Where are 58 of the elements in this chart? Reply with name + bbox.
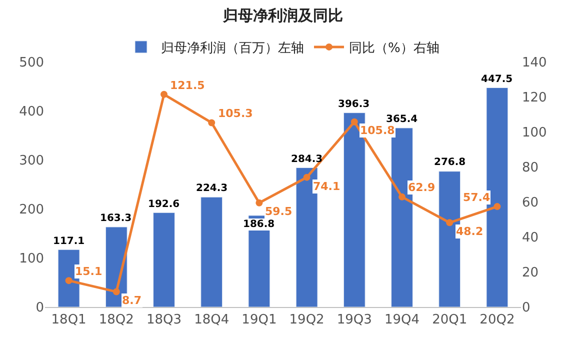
y2-tick-label: 140 (522, 56, 547, 71)
bar (200, 196, 223, 307)
x-tick-label: 19Q3 (336, 312, 372, 328)
data-label: 105.3 (218, 107, 253, 120)
y2-tick-label: 80 (522, 160, 539, 176)
data-label: 8.7 (122, 294, 142, 307)
y2-tick-label: 0 (522, 300, 530, 316)
point (398, 193, 406, 200)
data-label: 365.4 (386, 114, 418, 125)
data-label: 15.1 (75, 265, 102, 278)
y-tick-label: 100 (19, 252, 44, 267)
bar (153, 212, 175, 307)
y2-tick-label: 40 (522, 230, 539, 246)
y2-tick-label: 120 (522, 90, 547, 106)
y2-tick-label: 60 (522, 196, 539, 211)
point (112, 288, 120, 296)
point (65, 277, 72, 284)
data-label: 62.9 (408, 181, 436, 194)
data-label: 59.5 (265, 205, 292, 218)
x-tick-label: 19Q4 (384, 312, 420, 328)
data-label: 57.4 (463, 191, 490, 204)
data-label: 74.1 (313, 180, 340, 193)
y2-tick-label: 100 (522, 126, 547, 141)
point (303, 174, 310, 181)
y-tick-label: 400 (19, 104, 44, 120)
data-label: 105.8 (360, 124, 395, 137)
point (160, 90, 168, 98)
legend-label: 归母净利润（百万）左轴 (161, 41, 304, 56)
data-label: 48.2 (456, 225, 484, 238)
y-tick-label: 300 (19, 154, 44, 169)
data-label: 447.5 (481, 74, 513, 85)
x-tick-label: 20Q1 (432, 312, 468, 328)
point (494, 203, 501, 210)
x-tick-label: 18Q1 (51, 312, 86, 328)
data-label: 117.1 (53, 236, 85, 247)
data-label: 396.3 (338, 99, 370, 110)
y-tick-label: 500 (19, 56, 44, 71)
point (256, 199, 263, 206)
data-label: 224.3 (196, 183, 228, 194)
y-tick-label: 200 (19, 202, 44, 218)
data-label: 192.6 (148, 199, 180, 210)
data-label: 121.5 (170, 79, 205, 92)
legend-label: 同比（%）右轴 (349, 41, 440, 56)
point (446, 219, 454, 226)
x-tick-label: 18Q3 (146, 312, 182, 328)
y2-tick-label: 20 (522, 266, 539, 281)
data-label: 163.3 (100, 213, 132, 224)
data-label: 186.8 (243, 219, 275, 230)
x-tick-label: 18Q4 (194, 312, 230, 328)
x-tick-label: 19Q1 (242, 312, 277, 328)
data-label: 276.8 (434, 157, 466, 168)
point (350, 118, 358, 126)
x-tick-label: 18Q2 (98, 312, 134, 328)
y-tick-label: 0 (36, 300, 44, 316)
chart-title: 归母净利润及同比 (222, 6, 343, 25)
x-tick-label: 19Q2 (289, 312, 324, 328)
point (208, 119, 216, 126)
x-tick-label: 20Q2 (480, 312, 515, 328)
